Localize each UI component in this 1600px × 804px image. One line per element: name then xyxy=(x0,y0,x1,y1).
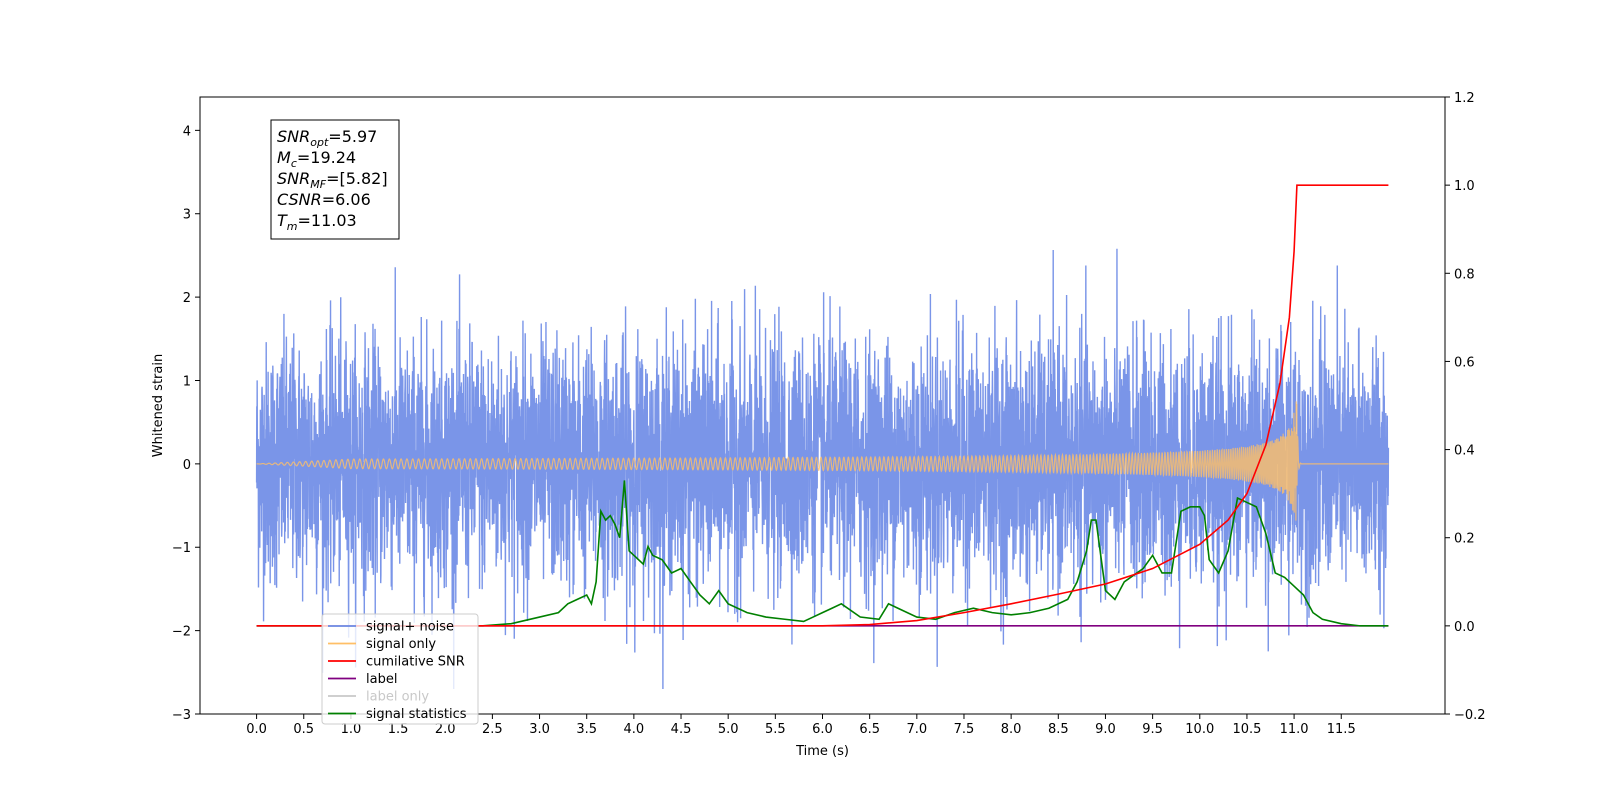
y2-tick-label: 0.0 xyxy=(1454,620,1475,635)
stats-symbol: CSNR xyxy=(277,190,322,209)
stats-value: =5.97 xyxy=(328,127,377,146)
stats-subscript: m xyxy=(287,220,298,233)
stats-line: Mc=19.24 xyxy=(277,148,356,170)
line-signal-statistics xyxy=(256,480,1389,627)
line-signal-only xyxy=(256,401,1389,521)
x-tick-label: 5.5 xyxy=(765,722,786,737)
y2-tick-label: 1.2 xyxy=(1454,91,1475,106)
y-tick-label: 0 xyxy=(183,458,191,473)
x-tick-label: 11.5 xyxy=(1327,722,1356,737)
x-tick-label: 8.0 xyxy=(1001,722,1022,737)
stats-value: =19.24 xyxy=(297,148,356,167)
series-signal-only xyxy=(256,401,1389,521)
stats-line: CSNR=6.06 xyxy=(277,190,371,209)
y2-tick-label: 0.4 xyxy=(1454,444,1475,459)
line-cumilative-snr xyxy=(256,184,1389,627)
stats-value: =6.06 xyxy=(322,190,371,209)
x-tick-label: 5.0 xyxy=(718,722,739,737)
x-tick-label: 2.0 xyxy=(435,722,456,737)
stats-line: SNRMF=[5.82] xyxy=(277,169,388,191)
x-tick-label: 8.5 xyxy=(1048,722,1069,737)
x-tick-label: 1.5 xyxy=(388,722,409,737)
stats-symbol: SNR xyxy=(277,169,310,188)
x-tick-label: 3.5 xyxy=(576,722,597,737)
y2-tick-label: −0.2 xyxy=(1454,708,1486,723)
legend: signal+ noise signal only cumilative SNR la… xyxy=(321,613,479,725)
stats-line: SNRopt=5.97 xyxy=(277,127,377,149)
legend-label: label xyxy=(366,672,397,687)
legend-label: signal statistics xyxy=(366,707,467,722)
series-signal-noise xyxy=(255,248,1390,689)
legend-label: cumilative SNR xyxy=(366,655,465,670)
y-tick-label: −1 xyxy=(172,541,191,556)
x-tick-label: 10.0 xyxy=(1185,722,1214,737)
x-tick-label: 2.5 xyxy=(482,722,503,737)
x-tick-label: 0.0 xyxy=(246,722,267,737)
x-tick-label: 9.0 xyxy=(1095,722,1116,737)
stats-symbol: T xyxy=(277,211,288,230)
y-tick-label: −3 xyxy=(172,708,191,723)
y2-tick-label: 0.8 xyxy=(1454,267,1475,282)
legend-label: signal only xyxy=(366,637,436,652)
y-tick-label: 4 xyxy=(183,124,191,139)
stats-subscript: c xyxy=(291,157,297,170)
legend-label: signal+ noise xyxy=(366,620,454,635)
line-signal-noise xyxy=(255,248,1390,689)
y-tick-label: 2 xyxy=(183,291,191,306)
y2-tick-label: 1.0 xyxy=(1454,179,1475,194)
y-tick-label: −2 xyxy=(172,625,191,640)
stats-subscript: opt xyxy=(310,136,329,149)
stats-symbol: SNR xyxy=(277,127,310,146)
x-tick-label: 6.5 xyxy=(859,722,880,737)
x-tick-label: 4.5 xyxy=(671,722,692,737)
stats-value: =[5.82] xyxy=(326,169,388,188)
legend-box xyxy=(321,613,479,725)
x-tick-label: 3.0 xyxy=(529,722,550,737)
x-tick-label: 6.0 xyxy=(812,722,833,737)
x-axis-label: Time (s) xyxy=(795,744,849,759)
x-tick-label: 4.0 xyxy=(624,722,645,737)
y2-tick-label: 0.6 xyxy=(1454,355,1475,370)
y-tick-label: 1 xyxy=(183,374,191,389)
y2-tick-label: 0.2 xyxy=(1454,532,1475,547)
stats-box xyxy=(270,119,400,240)
x-tick-label: 7.0 xyxy=(906,722,927,737)
x-tick-label: 9.5 xyxy=(1142,722,1163,737)
x-tick-label: 7.5 xyxy=(954,722,975,737)
x-tick-label: 1.0 xyxy=(341,722,362,737)
stats-symbol: M xyxy=(277,148,291,167)
y-axis-label: Whitened strain xyxy=(151,354,166,457)
y-tick-label: 3 xyxy=(183,208,191,223)
stats-annotation: SNRopt=5.97Mc=19.24SNRMF=[5.82]CSNR=6.06… xyxy=(270,119,400,240)
axes: 0.0 0.5 1.0 1.5 2.0 2.5 3.0 3.5 4.0 4.5 5.0 5.5 6.0 6… xyxy=(172,91,1486,737)
x-tick-label: 10.5 xyxy=(1232,722,1261,737)
legend-label: label only xyxy=(366,690,429,705)
x-tick-label: 0.5 xyxy=(293,722,314,737)
stats-line: Tm=11.03 xyxy=(277,211,357,233)
stats-subscript: MF xyxy=(310,178,326,191)
x-tick-label: 11.0 xyxy=(1280,722,1309,737)
stats-value: =11.03 xyxy=(298,211,357,230)
